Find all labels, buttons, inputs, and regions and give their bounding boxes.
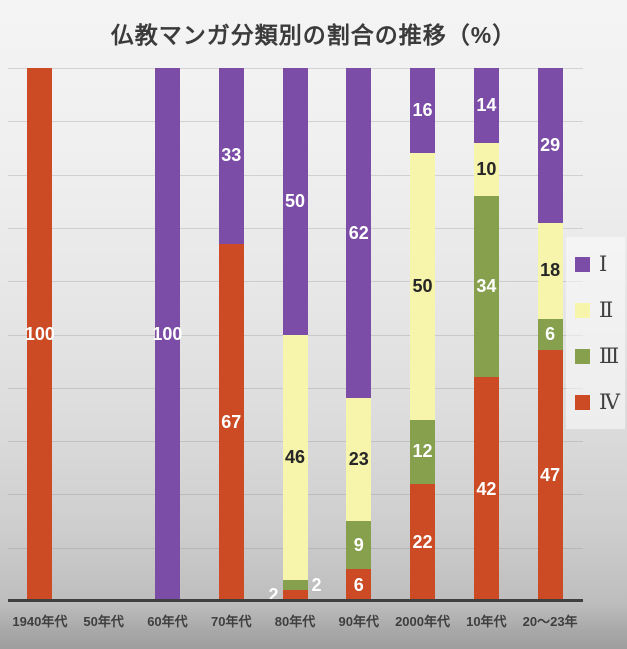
legend-entry-Ⅰ: Ⅰ xyxy=(575,253,625,275)
bar-value-label: 12 xyxy=(412,441,433,462)
bar-segment-Ⅱ-20〜23年 xyxy=(537,222,563,319)
bar-segment-Ⅲ-20〜23年 xyxy=(537,318,563,351)
bar-value-label: 47 xyxy=(540,465,561,486)
bar-value-label: 16 xyxy=(412,100,433,121)
legend-label: Ⅲ xyxy=(599,344,620,368)
bar-segment-Ⅰ-80年代 xyxy=(282,68,308,335)
bar-value-label: 33 xyxy=(221,145,242,166)
bar-value-label: 6 xyxy=(353,574,364,595)
x-axis-label-20〜23年: 20〜23年 xyxy=(522,614,578,629)
bar-value-label: 46 xyxy=(284,446,306,467)
legend-entry-Ⅲ: Ⅲ xyxy=(575,345,625,367)
x-axis-label-2000年代: 2000年代 xyxy=(395,614,450,629)
bar-value-label: 10 xyxy=(476,158,497,179)
bar-value-label: 42 xyxy=(476,478,497,499)
x-axis-line xyxy=(8,599,583,602)
bar-segment-Ⅲ-90年代 xyxy=(346,521,372,570)
bar-value-label: 67 xyxy=(221,411,242,432)
bar-value-label: 62 xyxy=(348,222,369,243)
bar-value-label: 50 xyxy=(284,190,306,211)
bar-value-label: 2 xyxy=(268,585,279,606)
bar-value-label: 100 xyxy=(152,324,183,344)
bar-segment-Ⅱ-2000年代 xyxy=(410,153,436,420)
x-axis-label-90年代: 90年代 xyxy=(338,614,379,629)
bar-segment-Ⅰ-90年代 xyxy=(346,68,372,399)
legend-label: Ⅰ xyxy=(599,252,608,276)
x-axis-label-50年代: 50年代 xyxy=(83,614,124,629)
legend: Ⅰ Ⅱ Ⅲ Ⅳ xyxy=(566,237,625,429)
bar-value-label: 6 xyxy=(545,324,556,344)
bar-value-label: 100 xyxy=(24,324,55,344)
bar-value-label: 9 xyxy=(353,534,364,555)
bar-segment-Ⅰ-70年代 xyxy=(218,68,244,244)
bar-segment-Ⅱ-90年代 xyxy=(346,398,372,522)
bar-value-label: 14 xyxy=(476,94,497,115)
bar-segment-Ⅱ-10年代 xyxy=(473,142,499,196)
bar-value-label: 29 xyxy=(540,134,561,155)
bar-segment-Ⅰ-60年代 xyxy=(154,68,180,601)
bar-segment-Ⅲ-10年代 xyxy=(473,195,499,378)
legend-entry-Ⅱ: Ⅱ xyxy=(575,299,625,321)
bar-value-label: 34 xyxy=(476,276,497,297)
legend-swatch-icon xyxy=(575,302,590,318)
x-axis-label-70年代: 70年代 xyxy=(210,614,252,629)
legend-swatch-icon xyxy=(575,348,590,364)
bar-segment-Ⅳ-80年代 xyxy=(282,590,308,601)
x-axis-label-1940年代: 1940年代 xyxy=(12,614,68,629)
legend-swatch-icon xyxy=(575,256,590,272)
bar-segment-Ⅰ-2000年代 xyxy=(410,68,436,154)
legend-entry-Ⅳ: Ⅳ xyxy=(575,391,625,413)
bar-segment-Ⅳ-10年代 xyxy=(473,377,499,601)
chart-title: 仏教マンガ分類別の割合の推移（%） xyxy=(110,22,517,48)
bar-segment-Ⅱ-80年代 xyxy=(282,334,308,580)
legend-swatch-icon xyxy=(575,394,590,410)
bar-segment-Ⅳ-20〜23年 xyxy=(537,350,563,601)
bar-segment-Ⅳ-2000年代 xyxy=(410,483,436,601)
bar-value-label: 18 xyxy=(540,260,561,281)
bar-segment-Ⅰ-20〜23年 xyxy=(537,68,563,223)
legend-label: Ⅳ xyxy=(599,390,620,414)
bar-segment-Ⅳ-90年代 xyxy=(346,569,372,601)
bar-value-label: 50 xyxy=(412,276,433,297)
x-axis-label-10年代: 10年代 xyxy=(466,614,507,629)
bar-segment-Ⅳ-70年代 xyxy=(218,243,244,601)
bar-segment-Ⅲ-80年代 xyxy=(282,579,308,591)
bar-segment-Ⅲ-2000年代 xyxy=(410,419,436,484)
bar-value-label: 23 xyxy=(348,449,369,470)
x-axis-label-60年代: 60年代 xyxy=(147,614,188,629)
bar-value-label: 2 xyxy=(311,574,322,595)
x-axis-label-80年代: 80年代 xyxy=(274,614,316,629)
bar-segment-Ⅰ-10年代 xyxy=(473,68,499,143)
bar-value-label: 22 xyxy=(412,531,433,552)
legend-label: Ⅱ xyxy=(599,298,614,322)
bar-segment-Ⅳ-1940年代 xyxy=(27,68,53,601)
